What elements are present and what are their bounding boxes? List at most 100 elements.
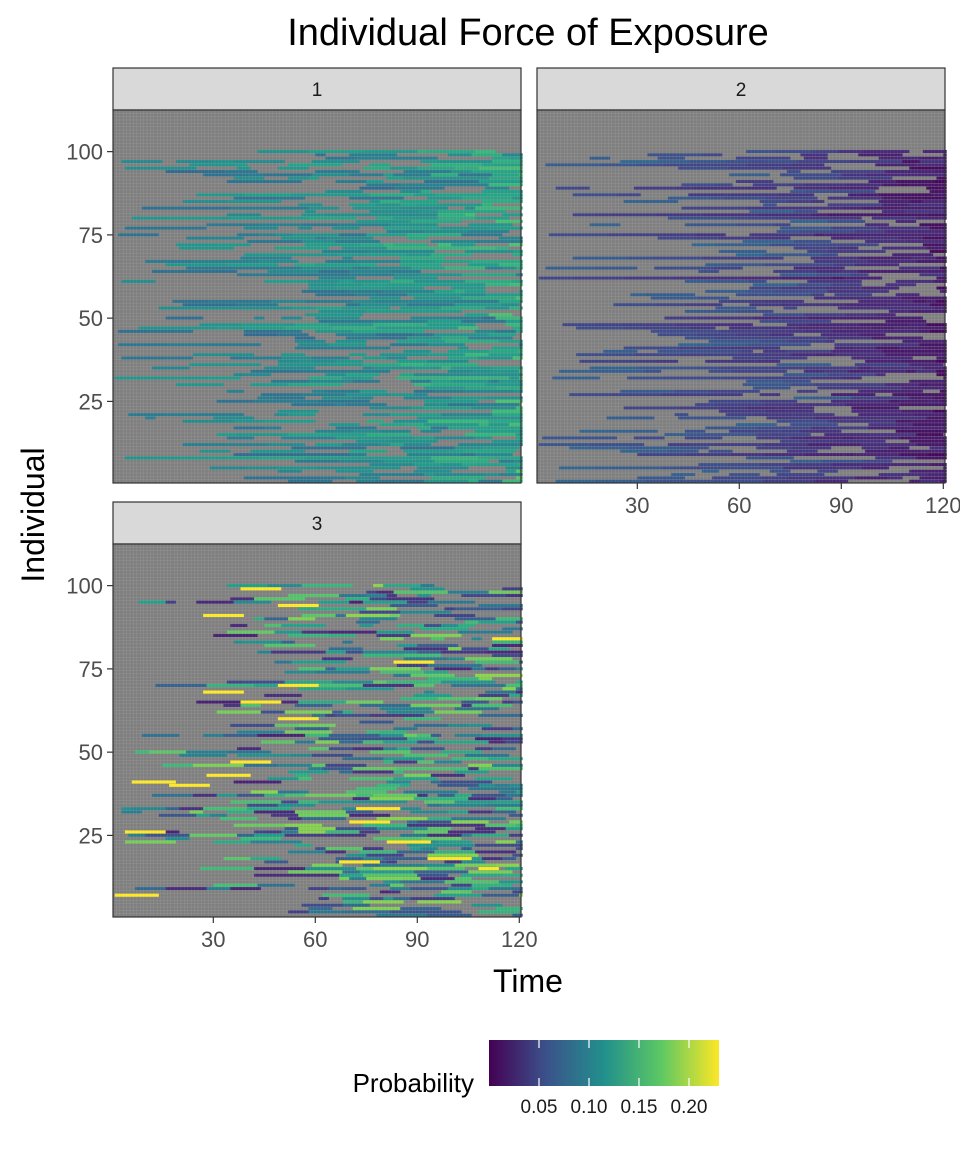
heatmap-cell (413, 366, 431, 370)
heatmap-cell (243, 179, 272, 183)
heatmap-cell (831, 399, 842, 403)
heatmap-cell (277, 333, 289, 337)
heatmap-cell (899, 173, 947, 177)
heatmap-cell (827, 336, 872, 340)
heatmap-cell (515, 840, 523, 844)
heatmap-cell (206, 343, 251, 347)
heatmap-cell (447, 349, 489, 353)
heatmap-cell (461, 860, 486, 864)
heatmap-cell (461, 833, 472, 837)
heatmap-cell (376, 817, 428, 821)
heatmap-cell (596, 323, 621, 327)
heatmap-cell (430, 163, 482, 167)
heatmap-cell (315, 193, 360, 197)
heatmap-cell (471, 406, 516, 410)
heatmap-cell (895, 419, 913, 423)
heatmap-cell (441, 176, 489, 180)
heatmap-cell (834, 343, 883, 347)
heatmap-cell (383, 583, 421, 588)
heatmap-cell (909, 199, 923, 203)
heatmap-cell (366, 433, 411, 437)
heatmap-cell (478, 356, 513, 360)
heatmap-cell (233, 426, 265, 430)
heatmap-cell (199, 449, 231, 453)
heatmap-cell (400, 256, 445, 260)
heatmap-cell (356, 620, 380, 624)
heatmap-cell (722, 196, 736, 200)
y-tick-label: 100 (66, 574, 103, 599)
heatmap-cell (831, 169, 886, 174)
heatmap-cell (667, 216, 679, 220)
heatmap-cell (383, 747, 397, 751)
heatmap-cell (814, 416, 842, 420)
heatmap-cell (447, 183, 489, 187)
heatmap-cell (315, 169, 360, 174)
heatmap-cell (451, 817, 506, 821)
heatmap-cell (664, 163, 709, 167)
heatmap-cell (305, 456, 346, 460)
heatmap-cell (379, 423, 404, 427)
heatmap-cell (698, 296, 730, 300)
heatmap-cell (121, 159, 163, 164)
heatmap-cell (390, 166, 418, 170)
heatmap-cell (776, 406, 815, 410)
heatmap-cell (878, 199, 910, 203)
heatmap-cell (407, 293, 462, 297)
heatmap-cell (620, 233, 655, 237)
heatmap-cell (437, 216, 476, 220)
heatmap-cell (783, 373, 828, 377)
heatmap-cell (824, 233, 872, 237)
heatmap-cell (407, 253, 431, 257)
heatmap-cell (735, 179, 774, 183)
heatmap-cell (427, 663, 482, 667)
heatmap-cell (905, 369, 917, 373)
heatmap-cell (288, 817, 302, 821)
heatmap-cell (922, 199, 947, 203)
heatmap-cell (376, 590, 394, 594)
heatmap-cell (885, 169, 934, 174)
heatmap-cell (281, 830, 299, 834)
heatmap-cell (328, 423, 360, 427)
heatmap-cell (441, 650, 486, 654)
heatmap-cell-highlight (240, 587, 282, 591)
heatmap-cell (192, 793, 217, 797)
heatmap-cell (427, 359, 469, 363)
heatmap-cell (475, 436, 493, 440)
heatmap-cell (878, 193, 934, 197)
heatmap-cell (396, 643, 418, 647)
heatmap-cell (301, 583, 353, 588)
heatmap-cell (437, 213, 465, 217)
heatmap-cell (868, 453, 900, 457)
heatmap-cell (650, 329, 668, 333)
heatmap-cell (654, 233, 696, 237)
heatmap-cell (390, 613, 401, 617)
heatmap-cell (875, 396, 910, 400)
heatmap-cell (515, 296, 523, 300)
heatmap-cell (759, 476, 787, 480)
heatmap-cell (929, 433, 944, 437)
heatmap-cell (390, 303, 408, 307)
heatmap-cell (305, 453, 350, 457)
heatmap-cell (905, 239, 927, 243)
heatmap-cell (403, 423, 425, 427)
heatmap-cell (919, 343, 947, 347)
heatmap-cell (325, 847, 336, 851)
heatmap-cell (288, 593, 340, 598)
heatmap-cell (437, 783, 479, 787)
heatmap-cell (189, 810, 204, 814)
heatmap-cell (366, 607, 397, 611)
heatmap-cell (148, 329, 193, 333)
heatmap-cell (708, 369, 733, 373)
heatmap-cell (478, 456, 496, 460)
heatmap-cell (437, 403, 448, 407)
heatmap-cell (657, 349, 679, 353)
heatmap-cell (478, 677, 493, 681)
heatmap-cell (878, 289, 889, 293)
heatmap-cell (831, 189, 876, 193)
heatmap-cell (933, 193, 947, 197)
heatmap-cell (916, 259, 947, 263)
heatmap-cell (335, 857, 363, 861)
heatmap-cell (434, 333, 489, 337)
heatmap-cell (515, 620, 523, 624)
